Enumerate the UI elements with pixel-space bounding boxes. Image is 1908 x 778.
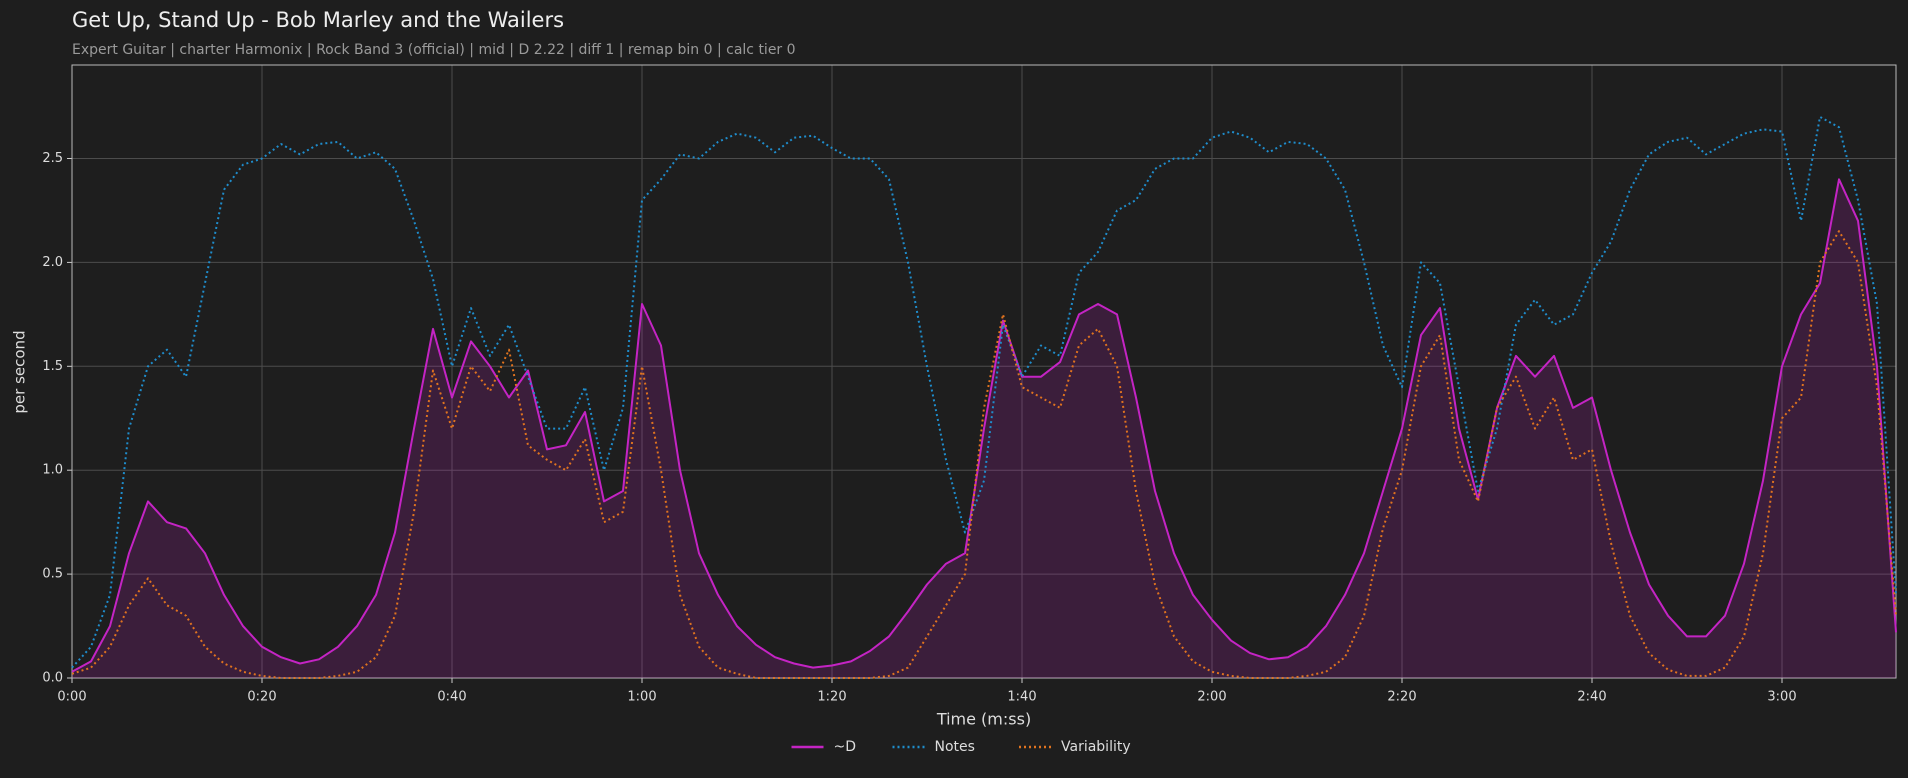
legend-label: Notes [935,739,975,755]
line [71,115,1897,669]
legend-label: ~D [834,739,857,755]
chart-title: Get Up, Stand Up - Bob Marley and the Wa… [72,8,564,32]
plot-frame [71,64,1897,679]
y-tick-label: 0.5 [42,567,63,582]
x-tick-label: 2:20 [1387,690,1416,705]
legend-label: Variability [1061,739,1131,755]
chart-subtitle: Expert Guitar | charter Harmonix | Rock … [72,42,796,58]
x-tick-label: 1:40 [1007,690,1036,705]
y-tick-label: 0.0 [42,671,63,686]
x-tick-label: 3:00 [1767,690,1796,705]
x-tick-label: 1:20 [817,690,846,705]
x-tick-label: 2:40 [1577,690,1606,705]
x-tick-label: 0:40 [437,690,466,705]
y-tick-label: 1.0 [42,463,63,478]
x-tick-label: 1:00 [627,690,656,705]
x-tick-label: 0:20 [247,690,276,705]
y-tick-label: 1.5 [42,359,63,374]
y-axis-label: per second [11,330,29,413]
x-tick-label: 2:00 [1197,690,1226,705]
y-tick-label: 2.5 [42,151,63,166]
x-tick-label: 0:00 [57,690,86,705]
line [71,178,1897,673]
x-axis-label: Time (m:ss) [936,710,1031,729]
y-tick-label: 2.0 [42,255,63,270]
